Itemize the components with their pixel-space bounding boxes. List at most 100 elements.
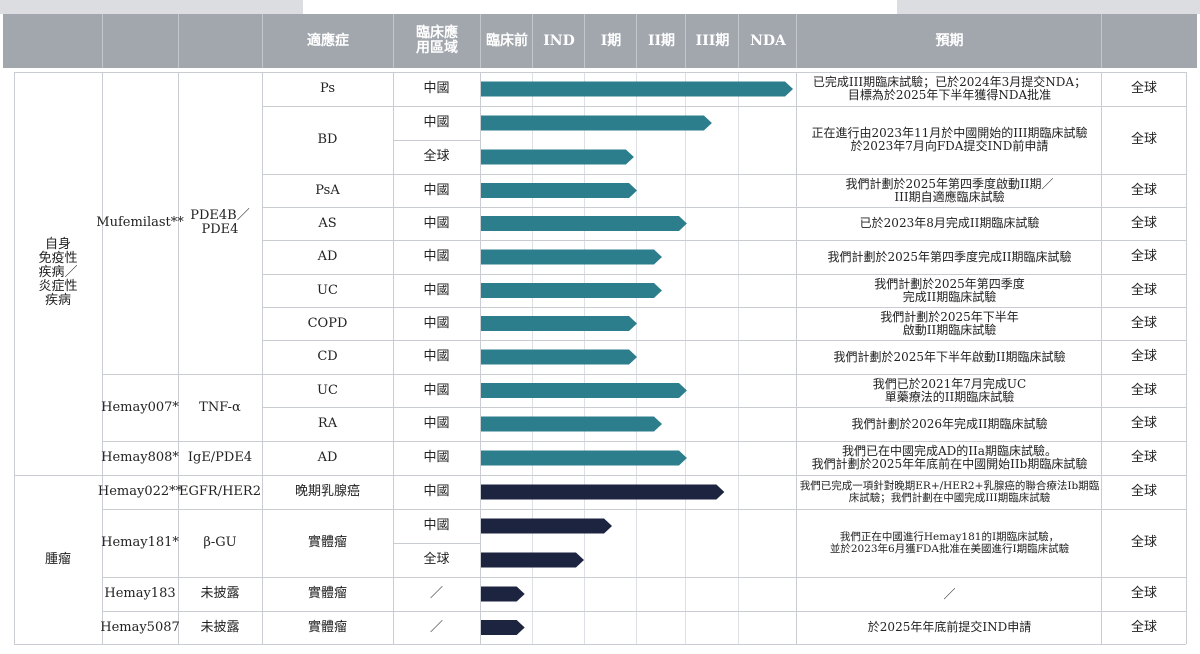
grid-line bbox=[636, 72, 637, 644]
rights-scope: 全球 bbox=[1130, 535, 1157, 550]
indication-cell: COPD bbox=[307, 315, 348, 331]
drug-target: 未披露 bbox=[200, 586, 240, 601]
progress-bar bbox=[481, 518, 613, 534]
grid-line bbox=[262, 174, 1186, 175]
rights-scope: 全球 bbox=[1130, 81, 1157, 96]
grid-line bbox=[480, 72, 481, 644]
region-cell: 中國 bbox=[423, 484, 450, 499]
milestone-note: 已完成III期臨床試驗；已於2024年3月提交NDA； 目標為於2025年下半年獲… bbox=[812, 75, 1087, 102]
header-region: 臨床應用區域 bbox=[416, 25, 458, 56]
rights-scope: 全球 bbox=[1130, 282, 1157, 298]
region-cell: 中國 bbox=[423, 349, 450, 364]
progress-bar bbox=[481, 620, 525, 635]
milestone-note: 我們已在中國完成AD的IIa期臨床試驗。 我們計劃於2025年年底前在中國開始II… bbox=[811, 444, 1088, 471]
milestone-note: 我們計劃於2025年第四季度完成II期臨床試驗 bbox=[827, 249, 1072, 264]
grid-line bbox=[393, 543, 480, 544]
grid-line bbox=[262, 274, 1186, 275]
milestone-note: 我們已於2021年7月完成UC 單藥療法的II期臨床試驗 bbox=[872, 376, 1027, 404]
rights-scope: 全球 bbox=[1130, 315, 1157, 331]
header-phase-nda: NDA bbox=[750, 32, 786, 49]
grid-line bbox=[102, 611, 1186, 612]
grid-line bbox=[393, 72, 394, 644]
milestone-note: 我們已完成一項針對晚期ER+/HER2+乳腺癌的聯合療法Ib期臨 床試驗；我們計劃… bbox=[799, 480, 1100, 504]
progress-bar bbox=[481, 586, 525, 602]
drug-name: Hemay181* bbox=[101, 535, 179, 550]
category-oncology: 腫瘤 bbox=[44, 551, 71, 567]
table-header bbox=[3, 14, 1197, 68]
grid-line bbox=[796, 72, 797, 644]
region-cell: 中國 bbox=[423, 315, 450, 331]
rights-scope: 全球 bbox=[1130, 349, 1157, 364]
progress-bar bbox=[481, 149, 634, 165]
grid-line bbox=[262, 106, 1186, 107]
drug-target: 未披露 bbox=[200, 619, 240, 635]
rights-scope: 全球 bbox=[1130, 416, 1157, 431]
header-top-gap bbox=[303, 0, 897, 14]
indication-cell: BD bbox=[317, 132, 338, 147]
grid-line bbox=[102, 509, 1186, 510]
progress-bar bbox=[481, 484, 725, 500]
grid-line bbox=[262, 307, 1186, 308]
grid-line bbox=[14, 72, 1186, 73]
grid-line bbox=[262, 72, 263, 644]
progress-bar bbox=[481, 416, 662, 432]
rights-scope: 全球 bbox=[1130, 382, 1157, 398]
progress-bar bbox=[481, 552, 584, 568]
drug-name: Hemay808* bbox=[101, 450, 179, 465]
grid-line bbox=[262, 240, 1186, 241]
rights-scope: 全球 bbox=[1130, 619, 1157, 635]
grid-line bbox=[102, 72, 103, 644]
indication-cell: CD bbox=[317, 349, 338, 364]
drug-name: Hemay022** bbox=[97, 484, 183, 499]
grid-line bbox=[102, 374, 1186, 375]
drug-target: TNF-α bbox=[199, 399, 241, 415]
rights-scope: 全球 bbox=[1130, 450, 1157, 465]
progress-bar bbox=[481, 283, 662, 298]
drug-target: EGFR/HER2 bbox=[179, 484, 261, 499]
rights-scope: 全球 bbox=[1130, 182, 1157, 198]
region-cell: ／ bbox=[429, 586, 443, 601]
indication-cell: UC bbox=[317, 382, 338, 398]
grid-line bbox=[262, 207, 1186, 208]
region-cell: 全球 bbox=[423, 149, 450, 164]
region-cell: 中國 bbox=[423, 416, 450, 431]
rights-scope: 全球 bbox=[1130, 586, 1157, 601]
drug-target: β-GU bbox=[203, 535, 237, 550]
grid-line bbox=[1186, 72, 1187, 644]
header-phase-2: II期 bbox=[647, 32, 676, 49]
indication-cell: AS bbox=[318, 215, 337, 231]
indication-cell: 實體瘤 bbox=[307, 586, 347, 601]
progress-bar bbox=[481, 183, 637, 198]
category-autoimmune: 自身 免疫性 疾病／ 炎症性 疾病 bbox=[38, 237, 78, 308]
milestone-note: 於2025年年底前提交IND申請 bbox=[867, 620, 1032, 634]
rights-scope: 全球 bbox=[1130, 249, 1157, 264]
region-cell: 中國 bbox=[423, 249, 450, 264]
progress-bar bbox=[481, 349, 637, 365]
progress-bar bbox=[481, 316, 637, 331]
rights-scope: 全球 bbox=[1130, 484, 1157, 499]
region-cell: ／ bbox=[429, 619, 443, 635]
region-cell: 中國 bbox=[423, 450, 450, 465]
header-top-left bbox=[0, 0, 303, 14]
milestone-note: 我們正在中國進行Hemay181的I期臨床試驗， 並於2023年6月獲FDA批准在… bbox=[829, 531, 1070, 555]
header-expected: 預期 bbox=[935, 32, 964, 49]
grid-line bbox=[685, 72, 686, 644]
header-phase-preclinical: 臨床前 bbox=[486, 32, 528, 49]
milestone-note: 我們計劃於2025年第四季度啟動II期／ III期自適應臨床試驗 bbox=[845, 176, 1054, 204]
grid-line bbox=[14, 475, 1186, 476]
milestone-note: 正在進行由2023年11月於中國開始的III期臨床試驗 於2023年7月向FDA提… bbox=[811, 126, 1088, 153]
drug-name: Hemay183 bbox=[104, 586, 176, 601]
grid-line bbox=[262, 340, 1186, 341]
indication-cell: 實體瘤 bbox=[307, 535, 347, 550]
region-cell: 中國 bbox=[423, 182, 450, 198]
grid-line bbox=[262, 407, 1186, 408]
grid-line bbox=[102, 441, 1186, 442]
progress-bar bbox=[481, 216, 687, 231]
progress-bar bbox=[481, 81, 793, 97]
region-cell: 中國 bbox=[423, 518, 450, 533]
rights-scope: 全球 bbox=[1130, 132, 1157, 147]
milestone-note: 我們計劃於2025年第四季度完成II期臨床試驗 bbox=[874, 276, 1025, 304]
region-cell: 中國 bbox=[423, 81, 450, 96]
